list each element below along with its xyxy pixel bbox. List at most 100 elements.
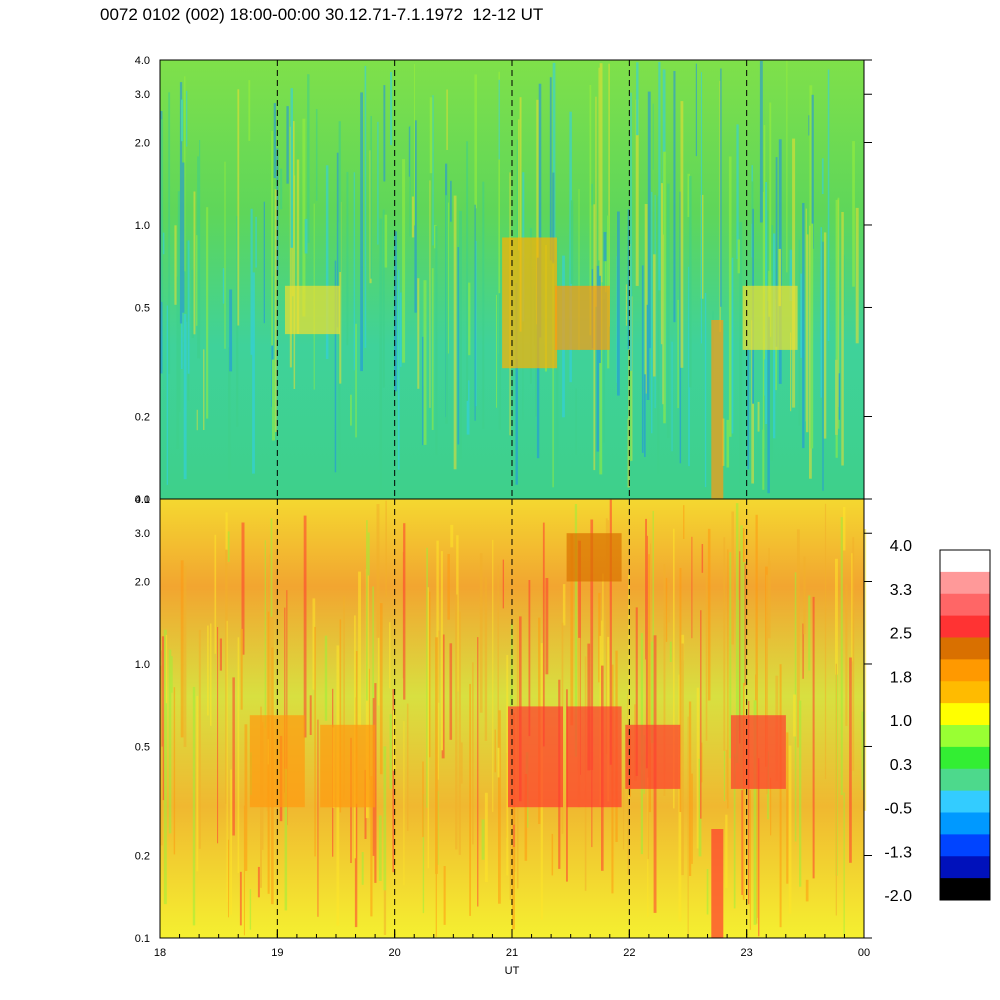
spectrogram-stripe [741,749,743,895]
spectrogram-stripe [435,637,438,874]
spectrogram-stripe [513,824,515,847]
spectrogram-stripe [459,210,462,460]
spectrogram-stripe [673,528,675,809]
spectrogram-stripe [651,191,653,434]
spectrogram-stripe [498,71,500,354]
spectrogram-stripe [570,534,574,726]
colorbar-swatch [940,637,990,660]
spectrogram-stripe [193,191,196,335]
spectrogram-stripe [658,62,661,291]
spectrogram-stripe [636,62,639,136]
spectrogram-stripe [293,175,296,389]
spectrogram-stripe [450,524,454,548]
spectrogram-stripe [414,120,417,313]
spectrogram-stripe [802,203,805,449]
spectrogram-stripe [303,515,307,738]
colorbar-swatch [940,703,990,726]
spectrogram-stripe [840,517,843,795]
spectrogram-stripe [598,67,600,261]
spectrogram-hotspot [566,533,622,582]
spectrogram-stripe [181,162,185,313]
y-tick-label: 4.0 [135,55,150,67]
spectrogram-stripe [799,700,802,887]
spectrogram-stripe [338,121,341,272]
x-tick-label: 00 [858,947,870,959]
spectrogram-stripe [590,183,593,206]
spectrogram-stripe [492,539,494,812]
colorbar-swatch [940,681,990,704]
spectrogram-stripe [325,165,329,359]
colorbar-swatch [940,550,990,573]
colorbar-swatch [940,593,990,617]
spectrogram-stripe [171,656,173,693]
spectrogram-stripe [355,323,357,438]
spectrogram-stripe [379,603,383,775]
spectrogram-stripe [695,63,697,157]
spectrogram-stripe [229,289,233,372]
spectrogram-stripe [219,638,222,671]
spectrogram-stripe [542,522,545,747]
spectrogram-stripe [484,577,488,741]
spectrogram-texture [160,499,867,937]
spectrogram-stripe [467,282,471,356]
spectrogram-stripe [498,79,500,160]
spectrogram-stripe [422,794,425,914]
spectrogram-stripe [163,629,167,905]
spectrogram-stripe [184,76,186,272]
spectrogram-stripe [688,701,692,876]
spectrogram-stripe [552,264,554,488]
spectrogram-stripe [243,805,245,936]
spectrogram-stripe [806,234,809,433]
spectrogram-stripe [435,827,437,937]
spectrogram-stripe [497,747,500,778]
spectrogram-stripe [769,102,772,337]
spectrogram-stripe [645,535,648,769]
spectrogram-stripe [606,520,609,700]
spectrogram-stripe [727,549,729,809]
spectrogram-stripe [453,195,457,470]
spectrogram-stripe [161,650,164,747]
colorbar-frame [939,549,991,901]
spectrogram-stripe [315,109,318,201]
colorbar-swatch [940,768,990,792]
spectrogram-stripe [244,724,248,871]
spectrogram-stripe [596,265,600,452]
spectrogram-stripe [248,80,251,141]
y-tick-label: 0.2 [135,851,150,863]
spectrogram-stripe [378,815,382,881]
spectrogram-stripe [198,629,201,849]
spectrogram-stripe [466,380,470,435]
y-tick-label: 0.1 [135,933,150,945]
x-tick-label: 18 [154,947,166,959]
spectrogram-stripe [474,74,477,209]
colorbar-label: -0.5 [884,801,912,818]
spectrogram-stripe [688,266,690,467]
spectrogram-stripe [641,265,644,453]
spectrogram-stripe [383,746,387,891]
spectrogram-stripe [764,325,766,396]
spectrogram-stripe [835,663,837,916]
spectrogram-stripe [810,223,814,449]
spectrogram-stripe [723,537,726,751]
spectrogram-stripe [644,204,648,394]
spectrogram-stripe [353,172,355,371]
spectrogram-stripe [595,96,597,307]
spectrogram-stripe [849,657,852,863]
spectrogram-stripe [431,268,434,430]
spectrogram-stripe [589,85,592,336]
spectrogram-stripe [166,305,168,485]
spectrogram-stripe [232,677,235,836]
spectrogram-stripe [644,374,646,457]
spectrogram-stripe [252,272,255,474]
spectrogram-stripe [574,504,578,757]
spectrogram-stripe [296,159,300,334]
spectrogram-stripe [370,776,373,917]
spectrogram-stripe [605,234,607,293]
colorbar-label: -1.3 [884,844,912,861]
spectrogram-stripe [647,91,651,349]
y-tick-label: 1.0 [135,220,150,232]
spectrogram-stripe [236,216,239,427]
spectrogram-stripe [662,234,664,405]
spectrogram-stripe [740,525,743,791]
spectrogram-stripe [255,216,257,268]
